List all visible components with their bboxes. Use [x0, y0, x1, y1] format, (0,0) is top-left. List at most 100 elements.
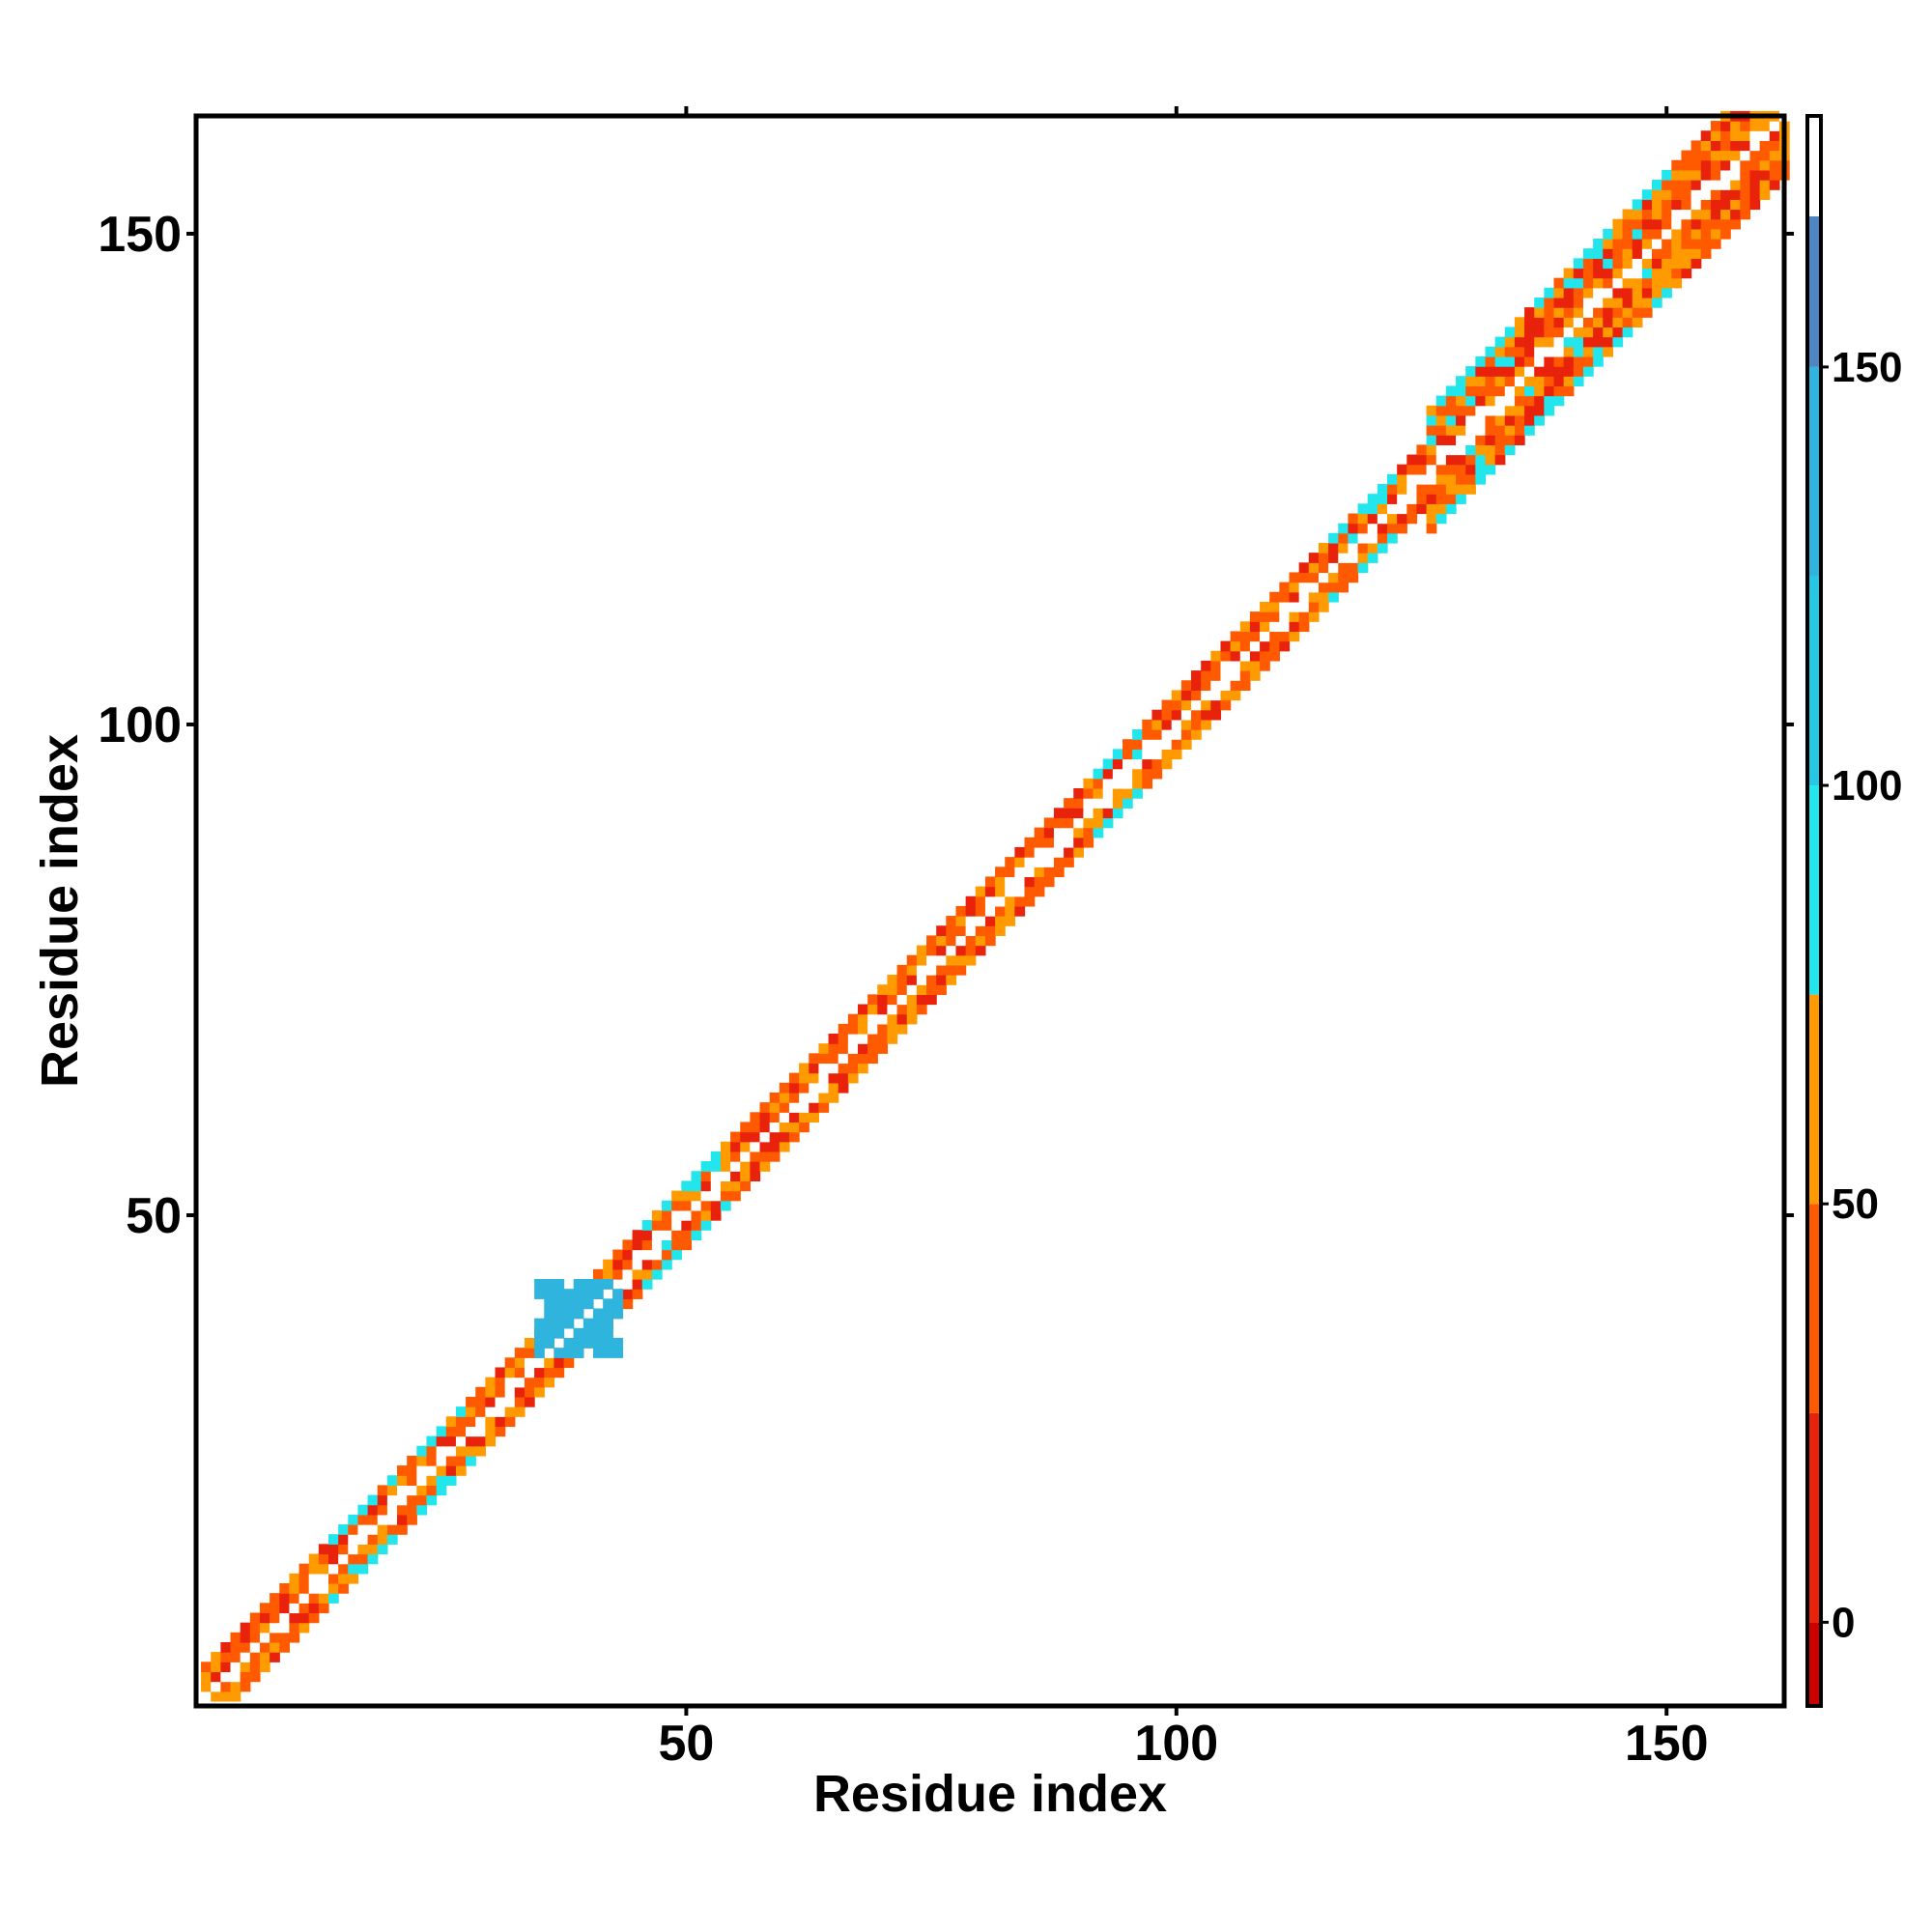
heatmap-cell	[965, 945, 977, 956]
heatmap-cell	[700, 1209, 712, 1221]
heatmap-cell	[1730, 159, 1741, 171]
heatmap-cell	[1289, 572, 1300, 583]
heatmap-cell	[211, 1681, 221, 1692]
heatmap-cell	[1534, 297, 1545, 308]
heatmap-cell	[386, 1475, 398, 1486]
heatmap-cell	[1524, 307, 1535, 318]
heatmap-cell	[298, 1603, 310, 1614]
heatmap-cell	[799, 1122, 810, 1133]
heatmap-cell	[220, 1652, 232, 1662]
heatmap-cell	[1475, 414, 1487, 426]
heatmap-cell	[1582, 268, 1594, 279]
heatmap-cell	[1730, 209, 1741, 220]
heatmap-cell	[788, 1092, 800, 1103]
heatmap-cell	[1348, 523, 1359, 534]
heatmap-cell	[1318, 591, 1329, 603]
heatmap-cell	[1338, 553, 1350, 563]
heatmap-cell	[1161, 719, 1173, 730]
heatmap-cell	[1662, 287, 1672, 298]
heatmap-cell	[1593, 248, 1604, 259]
heatmap-cell	[1132, 739, 1143, 750]
heatmap-cell	[230, 1671, 242, 1683]
heatmap-cell	[809, 1063, 820, 1074]
heatmap-cell	[916, 964, 927, 976]
heatmap-cell	[1161, 729, 1173, 740]
heatmap-cell	[1641, 268, 1653, 279]
heatmap-cell	[1377, 513, 1388, 525]
heatmap-cell	[1769, 140, 1780, 152]
heatmap-cell	[1465, 395, 1476, 407]
heatmap-cell	[1102, 758, 1114, 770]
heatmap-cell	[1720, 218, 1731, 230]
heatmap-cell	[681, 1200, 693, 1211]
heatmap-cell	[397, 1504, 408, 1516]
heatmap-cell	[1769, 121, 1780, 131]
heatmap-cell	[759, 1122, 771, 1133]
heatmap-cell	[1662, 248, 1672, 259]
heatmap-cell	[318, 1573, 329, 1584]
heatmap-cell	[1514, 425, 1525, 436]
heatmap-cell	[1700, 150, 1712, 161]
heatmap-cell	[603, 1259, 613, 1270]
heatmap-cell	[906, 984, 918, 995]
heatmap-cell	[730, 1131, 741, 1143]
heatmap-cell	[1102, 798, 1114, 809]
heatmap-cell	[1710, 159, 1721, 171]
heatmap-cell	[1749, 189, 1761, 200]
heatmap-cell	[1073, 817, 1085, 829]
heatmap-cell	[603, 1318, 613, 1329]
heatmap-cell	[1573, 307, 1584, 318]
heatmap-cell	[1014, 905, 1026, 917]
heatmap-cell	[662, 1239, 672, 1251]
heatmap-cell	[455, 1465, 467, 1476]
heatmap-cell	[298, 1573, 310, 1584]
heatmap-cell	[984, 886, 996, 897]
heatmap-cell	[338, 1573, 349, 1584]
heatmap-cell	[1397, 494, 1407, 504]
heatmap-cell	[916, 994, 927, 1006]
heatmap-cell	[1504, 376, 1516, 387]
heatmap-cell	[1269, 611, 1280, 622]
heatmap-cell	[211, 1652, 221, 1662]
heatmap-cell	[367, 1534, 379, 1545]
heatmap-cell	[495, 1386, 506, 1398]
heatmap-cell	[1083, 817, 1094, 829]
heatmap-cell	[1260, 640, 1270, 652]
heatmap-cell	[1191, 709, 1202, 721]
heatmap-cell	[1582, 277, 1594, 289]
heatmap-cell	[1690, 180, 1702, 190]
heatmap-cell	[1260, 601, 1270, 612]
heatmap-cell	[622, 1289, 634, 1299]
heatmap-cell	[1357, 513, 1369, 525]
heatmap-cell	[1681, 228, 1692, 240]
heatmap-cell	[1249, 621, 1261, 633]
heatmap-cell	[240, 1671, 251, 1683]
heatmap-cell	[524, 1357, 535, 1369]
heatmap-cell	[612, 1348, 624, 1358]
y-axis: 50 100 150	[98, 207, 1794, 1244]
y-axis-title: Residue index	[31, 734, 89, 1088]
heatmap-cell	[1289, 591, 1300, 603]
heatmap-cell	[1328, 591, 1339, 603]
heatmap-cell	[495, 1396, 506, 1407]
heatmap-cell	[720, 1200, 731, 1211]
heatmap-cell	[1445, 464, 1457, 475]
heatmap-cell	[828, 1043, 839, 1054]
heatmap-cell	[1348, 513, 1359, 525]
heatmap-cell	[1249, 670, 1261, 681]
heatmap-cell	[867, 1023, 878, 1035]
heatmap-cell	[1652, 180, 1662, 190]
heatmap-cell	[1681, 209, 1692, 220]
heatmap-cell	[1298, 621, 1310, 633]
heatmap-cell	[289, 1632, 300, 1643]
heatmap-cell	[1710, 121, 1721, 131]
heatmap-cell	[386, 1494, 398, 1506]
heatmap-cell	[1544, 355, 1555, 367]
heatmap-cell	[858, 1004, 868, 1015]
heatmap-cell	[1573, 317, 1584, 328]
heatmap-cell	[1112, 787, 1123, 799]
heatmap-cell	[740, 1161, 751, 1172]
heatmap-cell	[240, 1681, 251, 1692]
heatmap-cell	[1064, 857, 1074, 867]
heatmap-cell	[1308, 562, 1320, 574]
